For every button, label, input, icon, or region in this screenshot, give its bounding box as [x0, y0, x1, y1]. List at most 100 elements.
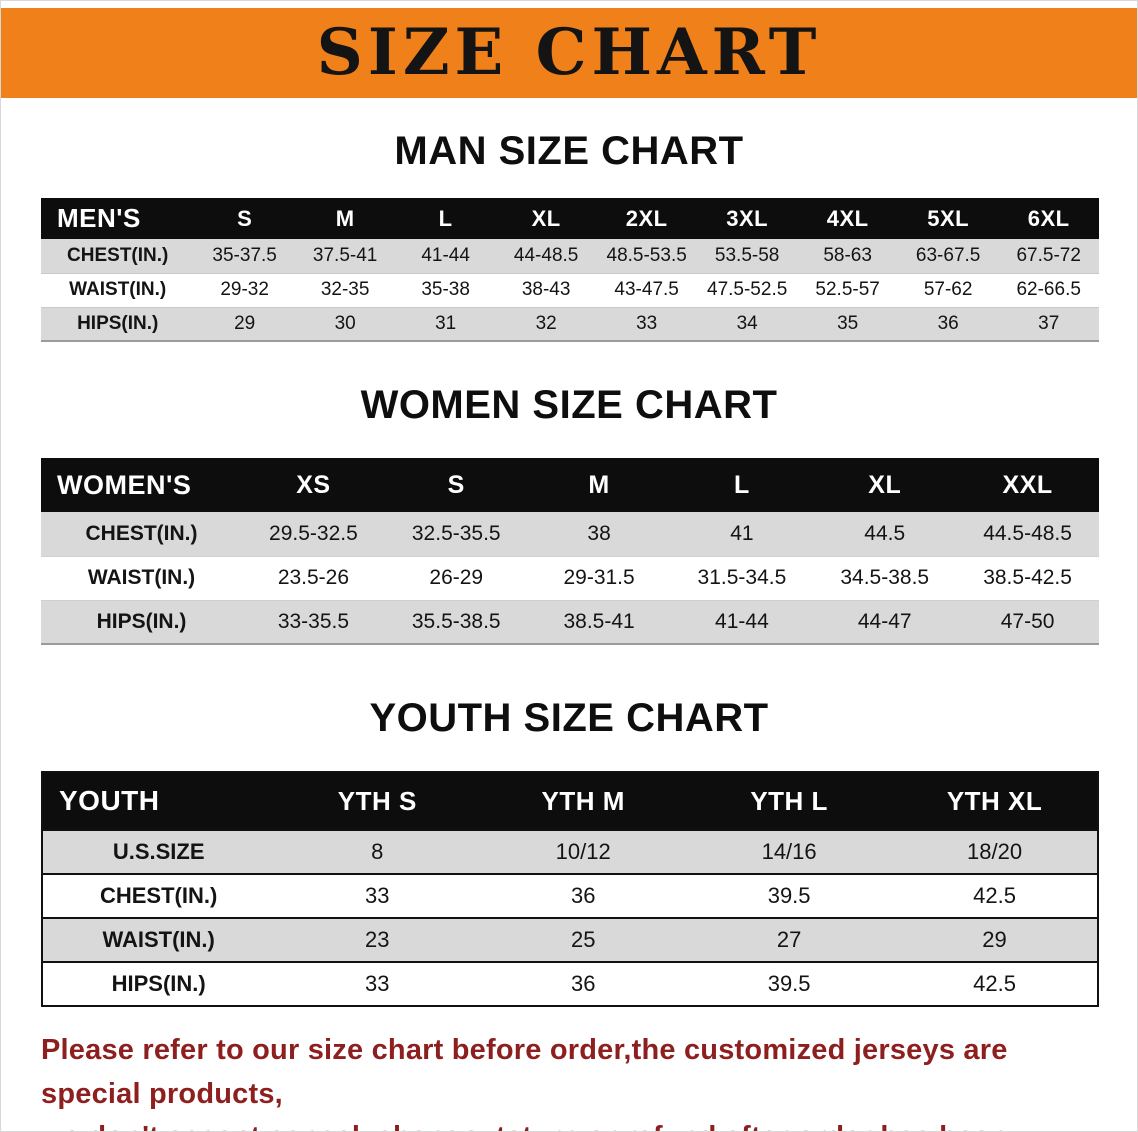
- size-column-header: YTH L: [686, 772, 893, 830]
- size-value: 27: [776, 927, 802, 952]
- youth-size-section: YOUTH SIZE CHART YOUTH YTH S YTH M YTH L YTH…: [1, 695, 1137, 1007]
- measurement-row: HIPS(IN.) 33 36 39.5 42.5: [42, 962, 1098, 1006]
- measurement-label: HIPS(IN.): [96, 609, 187, 633]
- size-value: 25: [570, 927, 596, 952]
- measurement-label: WAIST(IN.): [87, 566, 196, 589]
- measurement-label: WAIST(IN.): [102, 927, 215, 952]
- measurement-label: CHEST(IN.): [99, 883, 218, 908]
- size-value: 32: [535, 312, 557, 334]
- size-column-header: 6XL: [998, 198, 1099, 239]
- size-value: 44.5: [864, 521, 906, 545]
- youth-size-table: YOUTH YTH S YTH M YTH L YTH XL U.S.SIZE 8 10/12…: [41, 771, 1099, 1007]
- size-value: 42.5: [973, 883, 1016, 908]
- size-value: 29-31.5: [563, 566, 635, 589]
- size-value: 67.5-72: [1016, 244, 1081, 266]
- disclaimer: Please refer to our size chart before or…: [41, 1029, 1099, 1131]
- size-value: 33: [365, 883, 390, 908]
- measurement-row: CHEST(IN.) 29.5-32.5 32.5-35.5 38 41 44.5 44.5…: [41, 512, 1099, 556]
- table-header-row: YOUTH YTH S YTH M YTH L YTH XL: [42, 772, 1098, 830]
- size-value: 29: [982, 927, 1007, 952]
- size-value: 14/16: [761, 839, 817, 864]
- size-value: 63-67.5: [915, 244, 981, 266]
- size-value: 36: [570, 971, 596, 996]
- women-size-table: WOMEN'S XS S M L XL XXL CHEST(IN.) 29.5-32.5 32.5…: [41, 458, 1099, 645]
- size-value: 35-38: [421, 279, 470, 300]
- size-value: 62-66.5: [1016, 279, 1081, 300]
- size-value: 26-29: [429, 566, 484, 589]
- size-column-header: XL: [813, 458, 957, 512]
- table-header-row: MEN'S S M L XL 2XL 3XL 4XL 5XL 6XL: [41, 198, 1099, 239]
- size-value: 35.5-38.5: [411, 609, 501, 633]
- women-section-heading: WOMEN SIZE CHART: [360, 383, 778, 427]
- table-corner-label: WOMEN'S: [41, 458, 243, 512]
- size-column-header: YTH M: [480, 772, 687, 830]
- size-value: 10/12: [555, 839, 611, 864]
- size-column-header: 2XL: [596, 198, 697, 239]
- measurement-row: U.S.SIZE 8 10/12 14/16 18/20: [42, 830, 1098, 874]
- size-column-header: L: [670, 458, 814, 512]
- disclaimer-line-2: we don't accept cancel, change, teturn o…: [41, 1116, 1099, 1131]
- size-value: 33: [636, 312, 658, 334]
- disclaimer-line-1: Please refer to our size chart before or…: [41, 1034, 1008, 1110]
- men-size-table: MEN'S S M L XL 2XL 3XL 4XL 5XL 6XL CHEST(IN.) 35-37…: [41, 198, 1099, 342]
- size-column-header: XXL: [956, 458, 1099, 512]
- size-column-header: 3XL: [696, 198, 798, 239]
- size-value: 58-63: [823, 244, 872, 266]
- measurement-row: CHEST(IN.) 35-37.5 37.5-41 41-44 44-48.5 48.5…: [41, 239, 1099, 273]
- measurement-row: CHEST(IN.) 33 36 39.5 42.5: [42, 874, 1098, 918]
- size-column-header: S: [194, 198, 295, 239]
- size-value: 41-44: [421, 244, 470, 266]
- size-value: 57-62: [923, 279, 973, 300]
- measurement-row: HIPS(IN.) 29 30 31 32 33 34 35 36 37: [41, 307, 1099, 341]
- size-value: 31.5-34.5: [697, 566, 787, 589]
- size-column-header: M: [527, 458, 671, 512]
- size-column-header: YTH XL: [892, 772, 1098, 830]
- size-value: 36: [937, 312, 959, 334]
- measurement-row: WAIST(IN.) 29-32 32-35 35-38 38-43 43-47.5 47.…: [41, 273, 1099, 307]
- size-value: 33: [365, 971, 390, 996]
- size-value: 44-48.5: [513, 244, 579, 266]
- size-value: 43-47.5: [614, 279, 679, 300]
- table-header-row: WOMEN'S XS S M L XL XXL: [41, 458, 1099, 512]
- women-size-section: WOMEN SIZE CHART WOMEN'S XS S M L XL XXL CHEST(…: [1, 382, 1137, 645]
- size-value: 18/20: [967, 839, 1023, 864]
- size-value: 36: [570, 883, 596, 908]
- banner: SIZE CHART: [1, 8, 1137, 98]
- size-value: 39.5: [767, 883, 811, 908]
- measurement-label: HIPS(IN.): [111, 971, 206, 996]
- size-value: 48.5-53.5: [606, 244, 687, 266]
- size-value: 8: [371, 839, 384, 864]
- size-value: 23: [365, 927, 390, 952]
- measurement-row: HIPS(IN.) 33-35.5 35.5-38.5 38.5-41 41-44 44-…: [41, 600, 1099, 644]
- size-column-header: YTH S: [274, 772, 481, 830]
- size-value: 29: [234, 312, 256, 334]
- measurement-row: WAIST(IN.) 23.5-26 26-29 29-31.5 31.5-34.5 34…: [41, 556, 1099, 600]
- size-value: 47-50: [1000, 609, 1055, 633]
- size-value: 41: [730, 521, 754, 545]
- size-value: 42.5: [973, 971, 1016, 996]
- size-value: 35: [837, 312, 859, 334]
- size-value: 41-44: [715, 609, 769, 633]
- size-value: 34: [736, 312, 758, 334]
- size-column-header: XS: [242, 458, 385, 512]
- size-value: 34.5-38.5: [840, 566, 930, 589]
- size-value: 32-35: [320, 279, 370, 300]
- size-value: 47.5-52.5: [707, 279, 788, 300]
- size-value: 39.5: [767, 971, 811, 996]
- size-value: 38.5-41: [563, 609, 635, 633]
- size-value: 33-35.5: [277, 609, 350, 633]
- size-value: 38.5-42.5: [983, 566, 1072, 589]
- men-size-section: MAN SIZE CHART MEN'S S M L XL 2XL 3XL 4XL 5XL 6XL…: [1, 128, 1137, 342]
- size-value: 44.5-48.5: [983, 521, 1072, 545]
- men-section-heading: MAN SIZE CHART: [394, 129, 744, 173]
- size-value: 52.5-57: [815, 279, 880, 300]
- size-value: 53.5-58: [714, 244, 780, 266]
- size-value: 37: [1038, 312, 1060, 334]
- size-value: 38-43: [521, 279, 571, 300]
- size-value: 38: [587, 521, 611, 545]
- youth-section-heading: YOUTH SIZE CHART: [369, 696, 769, 740]
- size-value: 29-32: [220, 279, 269, 300]
- page-title: SIZE CHART: [316, 15, 822, 90]
- size-value: 32.5-35.5: [411, 521, 501, 545]
